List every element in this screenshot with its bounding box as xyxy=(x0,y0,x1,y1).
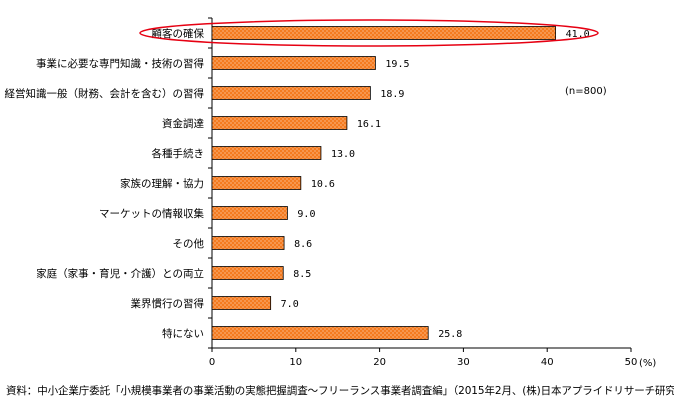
x-tick-label: 30 xyxy=(457,357,470,368)
category-label: 資金調達 xyxy=(162,117,204,130)
value-label: 8.5 xyxy=(293,269,311,280)
category-label: 家族の理解・協力 xyxy=(120,177,204,190)
value-label: 16.1 xyxy=(357,119,381,130)
category-label: 顧客の確保 xyxy=(152,27,205,40)
bar xyxy=(211,86,371,100)
bar xyxy=(211,146,322,160)
category-label: 業界慣行の習得 xyxy=(131,297,205,310)
x-tick-label: 10 xyxy=(289,357,302,368)
value-label: 19.5 xyxy=(385,59,409,70)
bar xyxy=(211,296,272,310)
x-tick-label: 0 xyxy=(209,357,215,368)
source-note: 資料：中小企業庁委託「小規模事業者の事業活動の実態把握調査～フリーランス事業者調… xyxy=(6,385,674,397)
category-label: マーケットの情報収集 xyxy=(99,207,204,220)
x-tick-label: 40 xyxy=(541,357,554,368)
bar xyxy=(211,176,302,190)
value-label: 18.9 xyxy=(380,89,404,100)
highlight-ellipse xyxy=(139,19,599,47)
bar xyxy=(211,236,285,250)
category-label: 事業に必要な専門知識・技術の習得 xyxy=(36,57,204,70)
value-label: 41.0 xyxy=(566,29,590,40)
category-label: その他 xyxy=(173,237,205,250)
category-label: 特にない xyxy=(162,328,204,340)
value-label: 8.6 xyxy=(294,239,312,250)
x-axis-unit: (%) xyxy=(639,358,656,369)
value-label: 13.0 xyxy=(331,149,355,160)
x-tick-label: 50 xyxy=(625,357,638,368)
value-label: 7.0 xyxy=(281,299,299,310)
value-label: 9.0 xyxy=(297,209,315,220)
value-label: 10.6 xyxy=(311,179,335,190)
bar xyxy=(211,266,284,280)
bar xyxy=(211,206,288,220)
category-label: 家庭（家事・育児・介護）との両立 xyxy=(36,267,204,280)
x-tick-label: 20 xyxy=(373,357,386,368)
category-label: 各種手続き xyxy=(152,147,205,160)
sample-size-annotation: (n=800) xyxy=(565,86,607,97)
bar xyxy=(211,326,429,340)
bar xyxy=(211,56,376,70)
value-label: 25.8 xyxy=(438,329,462,340)
bar xyxy=(211,26,556,40)
category-label: 経営知識一般（財務、会計を含む）の習得 xyxy=(5,87,205,100)
bar xyxy=(211,116,348,130)
